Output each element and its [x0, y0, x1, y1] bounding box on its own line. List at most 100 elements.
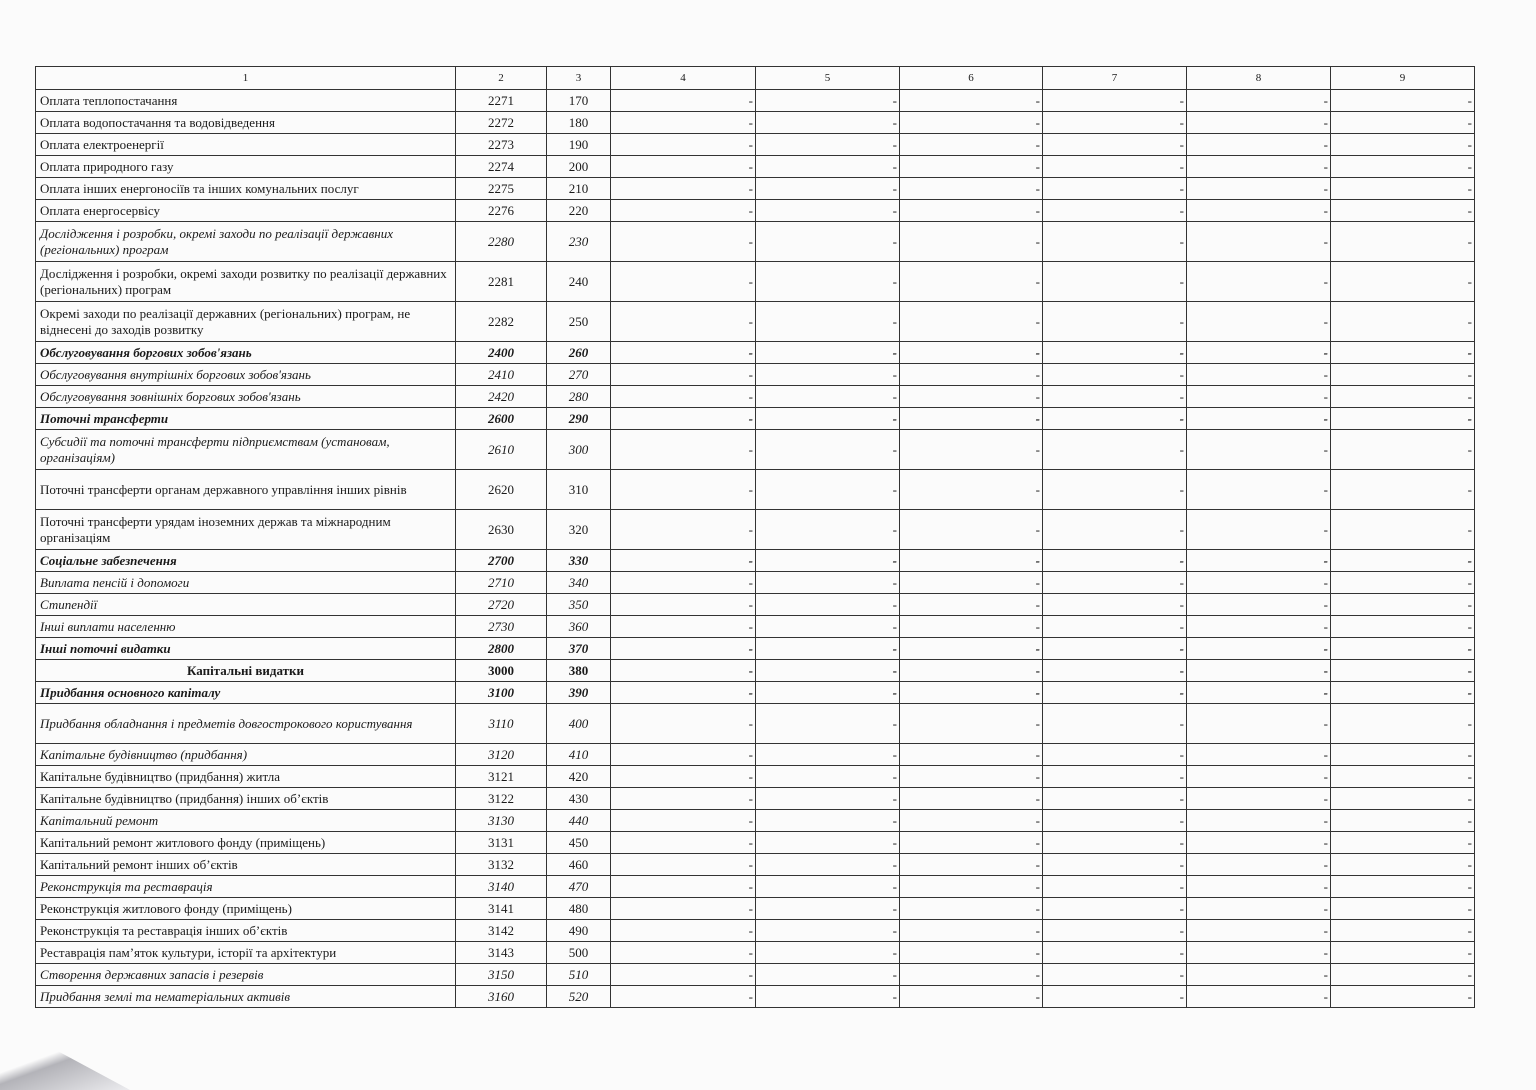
line-code: 260 [546, 341, 611, 364]
value-cell-col-7: - [1042, 155, 1187, 178]
value-cell-col-8: - [1186, 897, 1331, 920]
value-cell-col-8: - [1186, 429, 1331, 470]
row-name: Оплата енергосервісу [35, 199, 456, 222]
value-cell-col-5: - [755, 155, 900, 178]
value-cell-col-4: - [610, 571, 756, 594]
value-cell-col-9: - [1330, 549, 1475, 572]
economic-code: 2282 [455, 301, 547, 342]
economic-code: 2600 [455, 407, 547, 430]
value-cell-col-6: - [899, 385, 1043, 408]
value-cell-col-7: - [1042, 831, 1187, 854]
value-cell-col-8: - [1186, 571, 1331, 594]
value-cell-col-5: - [755, 111, 900, 134]
value-cell-col-7: - [1042, 743, 1187, 766]
value-cell-col-4: - [610, 261, 756, 302]
value-cell-col-6: - [899, 615, 1043, 638]
table-row: Інші поточні видатки 2800 370- - - - - - [35, 637, 1475, 660]
row-name: Придбання землі та нематеріальних активі… [35, 985, 456, 1008]
row-name: Оплата електроенергії [35, 133, 456, 156]
value-cell-col-9: - [1330, 615, 1475, 638]
economic-code: 2730 [455, 615, 547, 638]
value-cell-col-4: - [610, 787, 756, 810]
table-row: Дослідження і розробки, окремі заходи по… [35, 221, 1475, 262]
line-code: 240 [546, 261, 611, 302]
table-row: Реконструкція та реставрація інших об’єк… [35, 919, 1475, 942]
row-name: Інші поточні видатки [35, 637, 456, 660]
value-cell-col-7: - [1042, 787, 1187, 810]
value-cell-col-7: - [1042, 637, 1187, 660]
value-cell-col-6: - [899, 637, 1043, 660]
row-name: Капітальний ремонт житлового фонду (прим… [35, 831, 456, 854]
value-cell-col-6: - [899, 593, 1043, 616]
value-cell-col-7: - [1042, 875, 1187, 898]
value-cell-col-6: - [899, 681, 1043, 704]
value-cell-col-8: - [1186, 743, 1331, 766]
value-cell-col-9: - [1330, 89, 1475, 112]
value-cell-col-7: - [1042, 221, 1187, 262]
value-cell-col-6: - [899, 199, 1043, 222]
value-cell-col-4: - [610, 111, 756, 134]
line-code: 320 [546, 509, 611, 550]
line-code: 360 [546, 615, 611, 638]
value-cell-col-5: - [755, 177, 900, 200]
value-cell-col-6: - [899, 787, 1043, 810]
value-cell-col-6: - [899, 549, 1043, 572]
line-code: 420 [546, 765, 611, 788]
row-name: Виплата пенсій і допомоги [35, 571, 456, 594]
value-cell-col-6: - [899, 831, 1043, 854]
value-cell-col-9: - [1330, 155, 1475, 178]
value-cell-col-8: - [1186, 637, 1331, 660]
value-cell-col-6: - [899, 963, 1043, 986]
economic-code: 2720 [455, 593, 547, 616]
value-cell-col-9: - [1330, 831, 1475, 854]
value-cell-col-5: - [755, 659, 900, 682]
economic-code: 3000 [455, 659, 547, 682]
economic-code: 2710 [455, 571, 547, 594]
line-code: 520 [546, 985, 611, 1008]
column-header-4: 4 [610, 66, 756, 90]
line-code: 310 [546, 469, 611, 510]
table-row: Капітальний ремонт інших об’єктів 3132 460… [35, 853, 1475, 876]
value-cell-col-8: - [1186, 199, 1331, 222]
value-cell-col-8: - [1186, 615, 1331, 638]
value-cell-col-6: - [899, 177, 1043, 200]
value-cell-col-8: - [1186, 385, 1331, 408]
value-cell-col-5: - [755, 571, 900, 594]
value-cell-col-8: - [1186, 221, 1331, 262]
value-cell-col-6: - [899, 571, 1043, 594]
value-cell-col-5: - [755, 919, 900, 942]
row-name: Оплата водопостачання та водовідведення [35, 111, 456, 134]
line-code: 440 [546, 809, 611, 832]
economic-code: 3142 [455, 919, 547, 942]
row-name: Інші виплати населенню [35, 615, 456, 638]
line-code: 170 [546, 89, 611, 112]
value-cell-col-5: - [755, 637, 900, 660]
row-name: Реконструкція житлового фонду (приміщень… [35, 897, 456, 920]
value-cell-col-4: - [610, 743, 756, 766]
table-row: Поточні трансферти 2600 290- - - - - - [35, 407, 1475, 430]
line-code: 500 [546, 941, 611, 964]
value-cell-col-9: - [1330, 787, 1475, 810]
column-header-7: 7 [1042, 66, 1187, 90]
column-header-3: 3 [546, 66, 611, 90]
row-name: Капітальний ремонт [35, 809, 456, 832]
value-cell-col-5: - [755, 363, 900, 386]
value-cell-col-9: - [1330, 809, 1475, 832]
value-cell-col-8: - [1186, 177, 1331, 200]
value-cell-col-5: - [755, 385, 900, 408]
value-cell-col-7: - [1042, 301, 1187, 342]
value-cell-col-7: - [1042, 703, 1187, 744]
value-cell-col-9: - [1330, 875, 1475, 898]
value-cell-col-8: - [1186, 549, 1331, 572]
value-cell-col-9: - [1330, 743, 1475, 766]
value-cell-col-7: - [1042, 509, 1187, 550]
value-cell-col-7: - [1042, 385, 1187, 408]
value-cell-col-8: - [1186, 985, 1331, 1008]
value-cell-col-6: - [899, 261, 1043, 302]
value-cell-col-9: - [1330, 469, 1475, 510]
value-cell-col-7: - [1042, 261, 1187, 302]
table-row: Оплата природного газу 2274 200- - - - - - [35, 155, 1475, 178]
value-cell-col-6: - [899, 765, 1043, 788]
value-cell-col-4: - [610, 199, 756, 222]
row-name: Реставрація пам’яток культури, історії т… [35, 941, 456, 964]
